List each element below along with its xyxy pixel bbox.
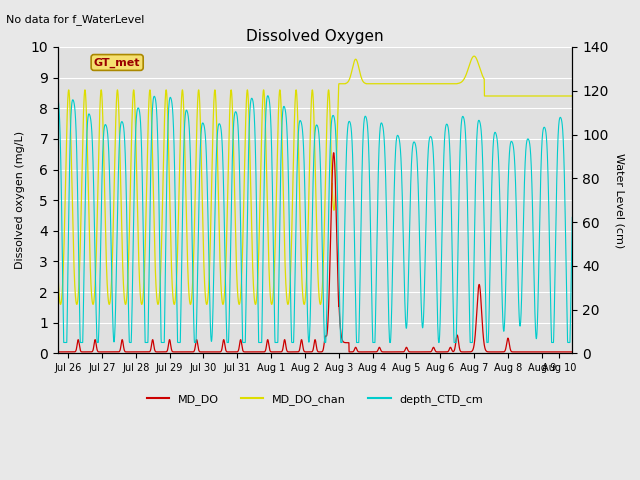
- Text: No data for f_WaterLevel: No data for f_WaterLevel: [6, 14, 145, 25]
- Text: GT_met: GT_met: [94, 57, 140, 68]
- Legend: MD_DO, MD_DO_chan, depth_CTD_cm: MD_DO, MD_DO_chan, depth_CTD_cm: [143, 389, 488, 409]
- Title: Dissolved Oxygen: Dissolved Oxygen: [246, 29, 384, 44]
- Y-axis label: Dissolved oxygen (mg/L): Dissolved oxygen (mg/L): [15, 131, 25, 269]
- Y-axis label: Water Level (cm): Water Level (cm): [615, 153, 625, 248]
